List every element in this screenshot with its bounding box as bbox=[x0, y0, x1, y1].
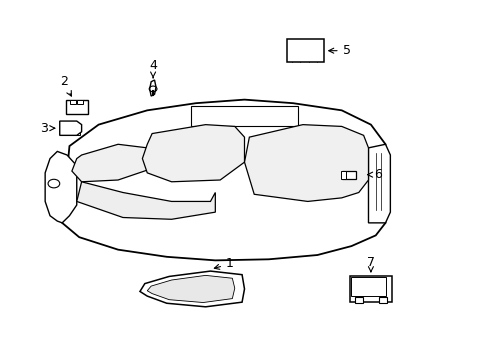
Text: 3: 3 bbox=[40, 122, 55, 135]
Polygon shape bbox=[77, 182, 215, 219]
Polygon shape bbox=[142, 125, 244, 182]
Polygon shape bbox=[60, 121, 81, 135]
FancyBboxPatch shape bbox=[340, 171, 345, 179]
Text: 6: 6 bbox=[367, 168, 381, 181]
Text: 2: 2 bbox=[60, 75, 71, 96]
FancyBboxPatch shape bbox=[349, 275, 391, 302]
Polygon shape bbox=[147, 275, 234, 302]
Text: 4: 4 bbox=[149, 59, 157, 78]
Polygon shape bbox=[45, 152, 77, 223]
FancyBboxPatch shape bbox=[378, 297, 386, 302]
FancyBboxPatch shape bbox=[342, 171, 355, 179]
FancyBboxPatch shape bbox=[61, 126, 70, 135]
Polygon shape bbox=[368, 144, 389, 223]
FancyBboxPatch shape bbox=[191, 106, 297, 126]
FancyBboxPatch shape bbox=[286, 39, 323, 62]
FancyBboxPatch shape bbox=[351, 277, 386, 296]
FancyBboxPatch shape bbox=[71, 126, 80, 135]
Text: 5: 5 bbox=[328, 44, 350, 57]
Polygon shape bbox=[62, 100, 385, 260]
Polygon shape bbox=[149, 80, 156, 96]
FancyBboxPatch shape bbox=[77, 100, 83, 104]
Polygon shape bbox=[244, 125, 368, 202]
Text: 1: 1 bbox=[214, 257, 233, 270]
FancyBboxPatch shape bbox=[70, 100, 76, 104]
FancyBboxPatch shape bbox=[66, 100, 87, 113]
Polygon shape bbox=[140, 271, 244, 307]
Text: 7: 7 bbox=[366, 256, 374, 272]
FancyBboxPatch shape bbox=[354, 297, 362, 302]
Polygon shape bbox=[72, 144, 149, 182]
